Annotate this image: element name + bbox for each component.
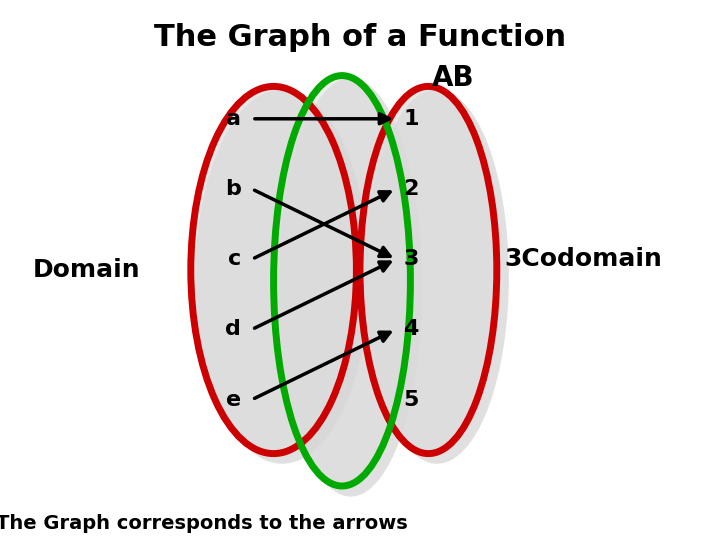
Ellipse shape bbox=[365, 89, 509, 464]
Text: 1: 1 bbox=[403, 109, 419, 129]
Ellipse shape bbox=[191, 86, 356, 454]
Ellipse shape bbox=[360, 86, 497, 454]
Text: 3Codomain: 3Codomain bbox=[504, 247, 662, 271]
Text: 4: 4 bbox=[403, 319, 418, 340]
Text: AB: AB bbox=[432, 64, 475, 92]
Text: 2: 2 bbox=[403, 179, 418, 199]
Text: d: d bbox=[225, 319, 241, 340]
Text: b: b bbox=[225, 179, 241, 199]
Text: Domain: Domain bbox=[32, 258, 140, 282]
Ellipse shape bbox=[274, 76, 410, 486]
Text: 5: 5 bbox=[403, 389, 418, 410]
Text: The Graph of a Function: The Graph of a Function bbox=[154, 23, 566, 52]
Text: The Graph corresponds to the arrows: The Graph corresponds to the arrows bbox=[0, 514, 408, 534]
Text: 3: 3 bbox=[403, 249, 418, 269]
Ellipse shape bbox=[195, 89, 369, 464]
Ellipse shape bbox=[279, 78, 423, 497]
Text: a: a bbox=[226, 109, 241, 129]
Text: e: e bbox=[226, 389, 241, 410]
Text: c: c bbox=[228, 249, 241, 269]
